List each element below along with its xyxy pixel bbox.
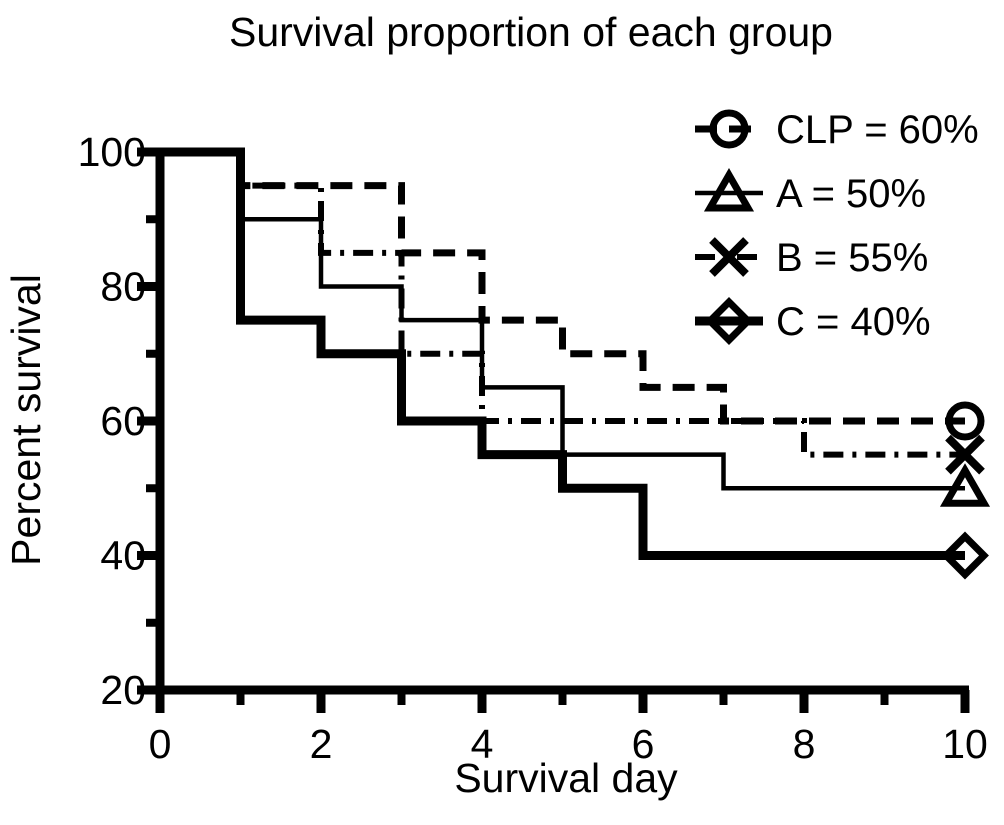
- legend-item-B: B = 55%: [695, 236, 928, 280]
- x-tick-label: 4: [471, 721, 494, 767]
- y-tick-label: 80: [100, 264, 146, 310]
- chart-title: Survival proportion of each group: [229, 9, 833, 55]
- legend-label: CLP = 60%: [776, 108, 979, 152]
- y-tick-label: 20: [100, 667, 146, 713]
- diamond-marker-icon: [941, 531, 989, 580]
- legend-item-C: C = 40%: [695, 297, 931, 345]
- x-axis-label: Survival day: [454, 755, 678, 801]
- x-marker-icon: [945, 434, 985, 475]
- legend-item-A: A = 50%: [695, 167, 926, 216]
- axis-ticks: [137, 147, 970, 713]
- legend-item-CLP: CLP = 60%: [695, 108, 979, 152]
- legend-label: B = 55%: [776, 236, 928, 280]
- legend-label: C = 40%: [776, 300, 931, 344]
- series-path-CLP: [160, 148, 965, 425]
- x-tick-label: 6: [632, 721, 655, 767]
- circle-marker-icon: [945, 401, 985, 441]
- triangle-marker-icon: [939, 463, 991, 507]
- legend: CLP = 60% A = 50% B = 55% C = 40%: [695, 108, 979, 345]
- y-tick-label: 100: [78, 129, 146, 175]
- x-tick-label: 10: [942, 721, 988, 767]
- y-tick-label: 60: [100, 398, 146, 444]
- circle-marker-icon: [709, 109, 749, 149]
- x-tick-label: 0: [149, 721, 172, 767]
- x-marker-icon: [709, 237, 749, 277]
- y-axis-label: Percent survival: [3, 274, 49, 566]
- y-tick-label: 40: [100, 533, 146, 579]
- series-lines: [160, 147, 965, 560]
- x-tick-label: 8: [793, 721, 816, 767]
- series-end-markers: [939, 401, 991, 580]
- series-path-A: [160, 149, 965, 491]
- triangle-marker-icon: [703, 167, 755, 212]
- x-tick-label: 2: [310, 721, 333, 767]
- legend-label: A = 50%: [776, 172, 926, 216]
- axis-tick-labels: 100 80 60 40 200 2 4 6 8 10: [78, 129, 988, 767]
- series-path-C: [160, 147, 965, 560]
- diamond-marker-icon: [705, 297, 753, 345]
